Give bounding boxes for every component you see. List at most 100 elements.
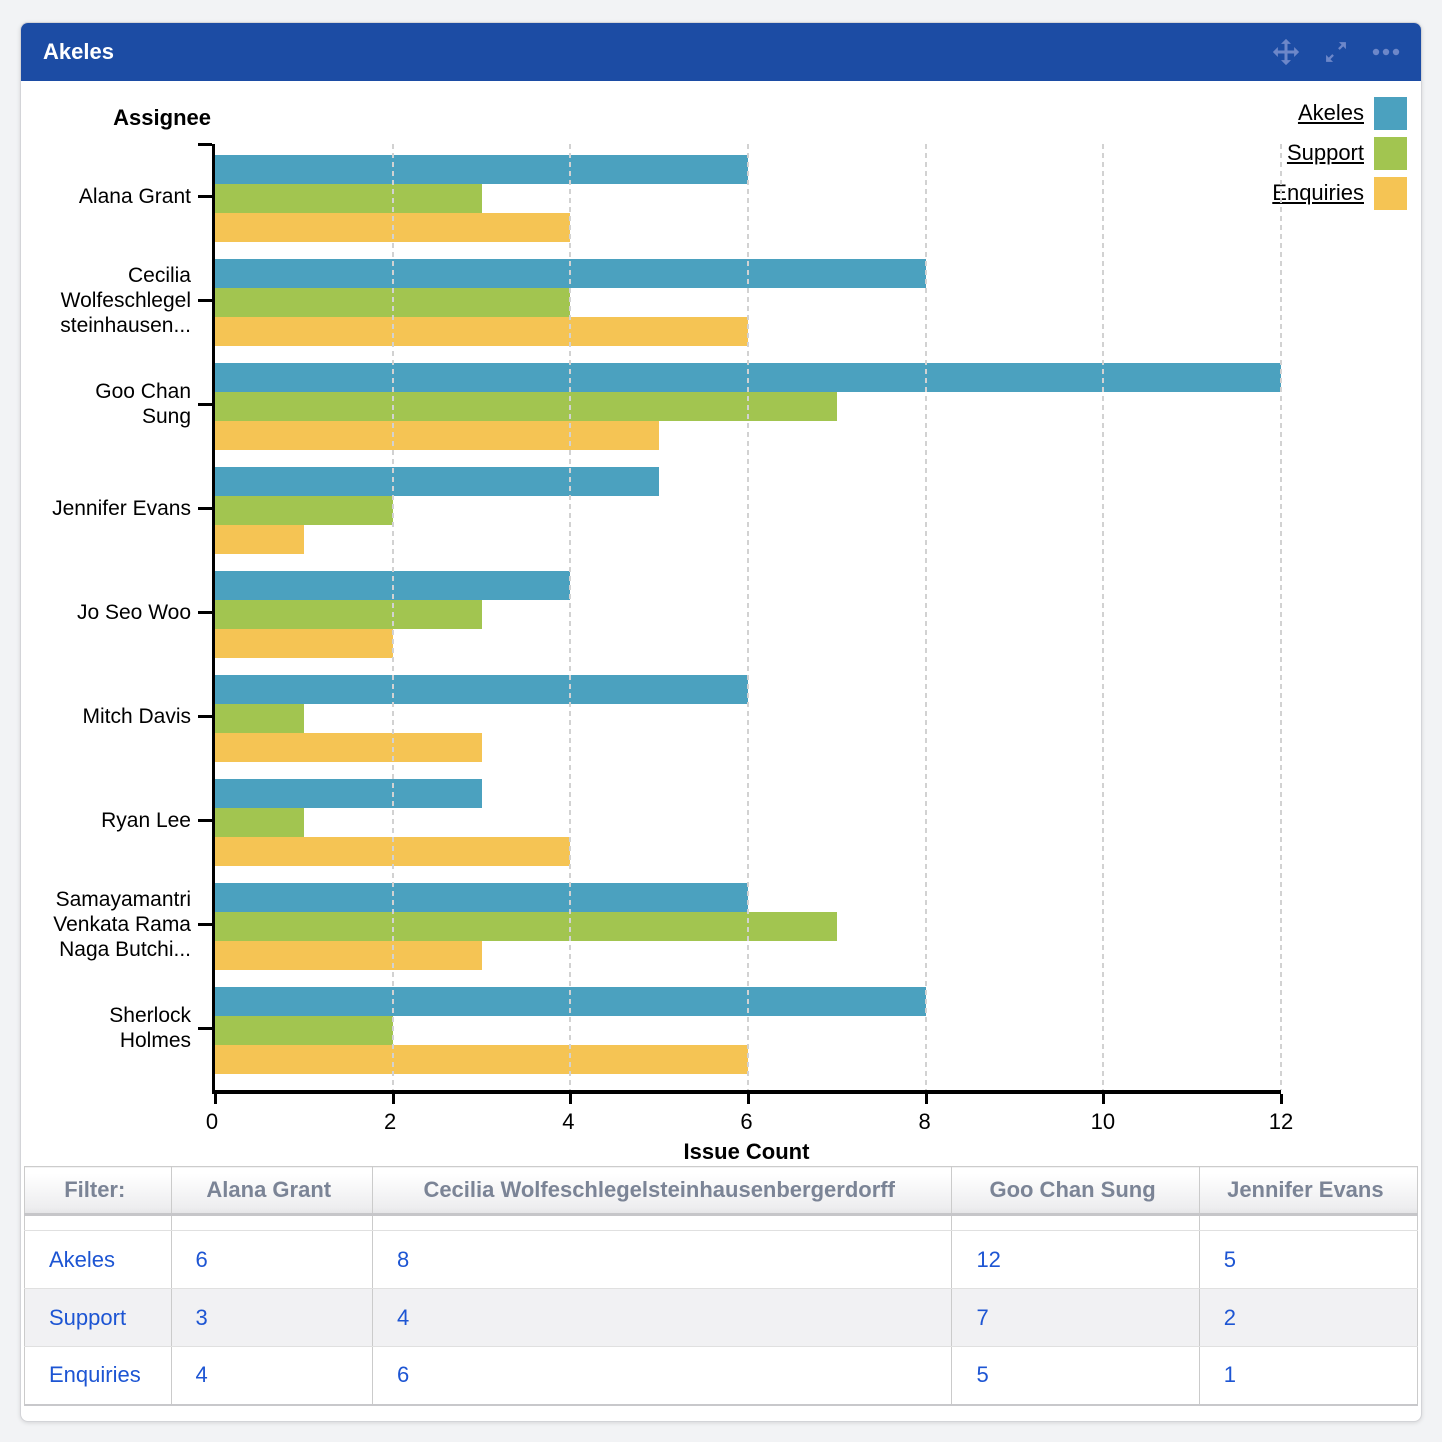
table-cell-value: 4: [371, 1288, 953, 1347]
bar-support[interactable]: [215, 496, 393, 525]
bar-enquiries[interactable]: [215, 1045, 748, 1074]
bar-enquiries[interactable]: [215, 421, 660, 450]
table-cell-value: 4: [170, 1346, 373, 1405]
table-cell-value: 5: [1198, 1230, 1419, 1289]
y-axis-top-tick: [198, 143, 212, 146]
x-axis-labels: 0 2 4 6 8 10 12: [206, 1109, 1293, 1137]
stat-value-link[interactable]: 5: [1223, 1246, 1236, 1272]
bar-akeles[interactable]: [215, 155, 748, 184]
filter-link-enquiries[interactable]: Enquiries: [49, 1362, 141, 1388]
gridline: [924, 144, 927, 1090]
table-cell-row-label: Support: [24, 1288, 172, 1347]
plot-area: [198, 143, 1283, 1104]
table-cell-value: 8: [371, 1230, 953, 1289]
y-axis-label-text: Jo Seo Woo: [76, 600, 191, 624]
gridline: [747, 144, 749, 1090]
gridline: [1280, 144, 1282, 1090]
stat-value-link[interactable]: 2: [1223, 1304, 1236, 1330]
y-axis-tick: [198, 507, 212, 510]
x-axis-tick-label: 8: [918, 1109, 931, 1134]
table-spacer-row: [24, 1214, 1419, 1231]
y-axis-label: Jennifer Evans: [21, 456, 191, 560]
x-axis-tick-label: 10: [1090, 1109, 1116, 1134]
stat-value-link[interactable]: 12: [976, 1246, 1001, 1272]
stat-value-link[interactable]: 8: [396, 1246, 410, 1272]
y-axis-tick: [198, 403, 212, 406]
move-icon[interactable]: [1269, 35, 1303, 69]
table-header-row: Filter: Alana Grant Cecilia Wolfeschlege…: [24, 1166, 1419, 1216]
legend-item-akeles: Akeles: [1272, 93, 1407, 133]
x-axis-tick-label: 2: [384, 1109, 397, 1134]
bar-support[interactable]: [215, 1016, 393, 1045]
legend-label-enquiries[interactable]: Enquiries: [1272, 180, 1364, 205]
stat-value-link[interactable]: 1: [1223, 1362, 1236, 1388]
ellipsis-icon[interactable]: [1369, 35, 1403, 69]
filter-link-akeles[interactable]: Akeles: [49, 1246, 116, 1272]
gridline: [1102, 144, 1105, 1090]
stat-value-link[interactable]: 4: [396, 1304, 410, 1330]
bar-akeles[interactable]: [215, 779, 482, 808]
y-axis-tick: [198, 611, 212, 614]
stat-value-link[interactable]: 6: [396, 1362, 410, 1388]
legend-label-support[interactable]: Support: [1286, 140, 1364, 165]
bar-chart: Assignee Akeles Support Enquiries Alana Gr…: [21, 81, 1421, 1166]
bar-akeles[interactable]: [215, 467, 660, 496]
bar-group-mitch-davis: [215, 664, 1281, 768]
y-axis-tick: [198, 195, 212, 198]
y-axis-label-text: Sherlock Holmes: [109, 1004, 191, 1052]
gadget-akeles: Akeles Assignee Akeles Support Enquir: [20, 22, 1422, 1422]
expand-icon[interactable]: [1319, 35, 1353, 69]
y-axis-label: Goo Chan Sung: [21, 352, 191, 456]
bar-support[interactable]: [215, 704, 304, 733]
y-axis-label-text: Samayamantri Venkata Rama Naga Butchi...: [53, 887, 191, 961]
gadget-header: Akeles: [21, 23, 1421, 81]
bar-akeles[interactable]: [215, 883, 748, 912]
table-header-filter: Filter:: [24, 1166, 172, 1216]
legend-item-support: Support: [1272, 133, 1407, 173]
y-axis-label: Sherlock Holmes: [21, 976, 191, 1080]
bar-support[interactable]: [215, 600, 482, 629]
filter-link-support[interactable]: Support: [49, 1304, 127, 1330]
table-spacer-cell: [371, 1214, 953, 1231]
gridline: [569, 144, 572, 1090]
bar-enquiries[interactable]: [215, 733, 482, 762]
legend-item-enquiries: Enquiries: [1272, 173, 1407, 213]
table-spacer-cell: [170, 1214, 373, 1231]
y-axis-tick: [198, 819, 212, 822]
table-cell-value: 7: [951, 1288, 1200, 1347]
table-row-enquiries: Enquiries 4 6 5 1: [24, 1346, 1419, 1405]
bar-enquiries[interactable]: [215, 317, 748, 346]
y-axis-label-text: Goo Chan Sung: [95, 380, 191, 428]
bar-akeles[interactable]: [215, 675, 748, 704]
x-axis-tick: [1280, 1094, 1283, 1104]
stat-value-link[interactable]: 4: [195, 1362, 208, 1388]
table-header-col-2: Goo Chan Sung: [951, 1166, 1200, 1216]
legend-label-akeles[interactable]: Akeles: [1297, 100, 1364, 125]
bar-support[interactable]: [215, 912, 837, 941]
gadget-toolbar: [1269, 35, 1403, 69]
table-spacer-cell: [24, 1214, 172, 1231]
table-header-col-1: Cecilia Wolfeschlegelsteinhausenbergerdo…: [371, 1166, 953, 1216]
y-axis-label: Samayamantri Venkata Rama Naga Butchi...: [21, 872, 191, 976]
x-axis-tick-label: 12: [1268, 1109, 1294, 1134]
bar-support[interactable]: [215, 392, 837, 421]
table-cell-value: 2: [1198, 1288, 1419, 1347]
x-axis-tick-label: 4: [562, 1109, 575, 1134]
y-axis-tick: [198, 715, 212, 718]
bar-group-jennifer-evans: [215, 456, 1281, 560]
bar-support[interactable]: [215, 184, 482, 213]
stat-value-link[interactable]: 7: [976, 1304, 989, 1330]
stat-value-link[interactable]: 5: [976, 1362, 989, 1388]
y-axis-label: Mitch Davis: [21, 664, 191, 768]
table-cell-value: 3: [170, 1288, 373, 1347]
bar-enquiries[interactable]: [215, 941, 482, 970]
table-cell-row-label: Akeles: [24, 1230, 172, 1289]
stat-value-link[interactable]: 3: [195, 1304, 208, 1330]
bar-enquiries[interactable]: [215, 525, 304, 554]
stat-value-link[interactable]: 6: [195, 1246, 208, 1272]
table-spacer-cell: [951, 1214, 1200, 1231]
gridline: [391, 144, 394, 1090]
bar-enquiries[interactable]: [215, 629, 393, 658]
bar-support[interactable]: [215, 808, 304, 837]
y-axis-title: Assignee: [113, 105, 211, 130]
